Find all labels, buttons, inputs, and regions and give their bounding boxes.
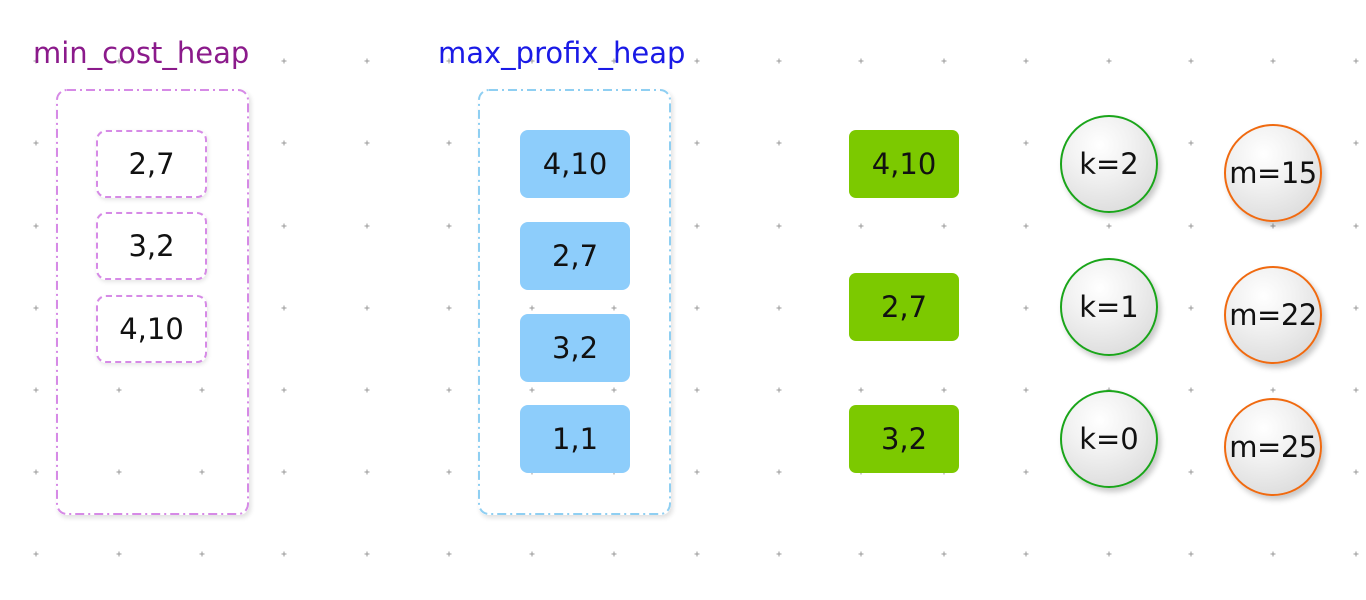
selected-item: 3,2	[849, 405, 959, 473]
max-profix-heap-container	[478, 89, 671, 515]
selected-item: 2,7	[849, 273, 959, 341]
m-value-circle: m=25	[1224, 398, 1322, 496]
selected-item: 4,10	[849, 130, 959, 198]
max-heap-item: 2,7	[520, 222, 630, 290]
max-profix-heap-title: max_profix_heap	[438, 36, 686, 70]
min-cost-heap-title: min_cost_heap	[33, 36, 250, 70]
k-value-circle: k=0	[1060, 390, 1158, 488]
min-heap-item: 4,10	[96, 295, 207, 363]
k-value-circle: k=2	[1060, 115, 1158, 213]
k-value-circle: k=1	[1060, 258, 1158, 356]
max-heap-item: 1,1	[520, 405, 630, 473]
min-heap-item: 3,2	[96, 212, 207, 280]
max-heap-item: 3,2	[520, 314, 630, 382]
container-border	[56, 89, 249, 515]
min-heap-item: 2,7	[96, 130, 207, 198]
m-value-circle: m=22	[1224, 266, 1322, 364]
min-cost-heap-container	[56, 89, 249, 515]
container-border	[478, 89, 671, 515]
max-heap-item: 4,10	[520, 130, 630, 198]
m-value-circle: m=15	[1224, 124, 1322, 222]
